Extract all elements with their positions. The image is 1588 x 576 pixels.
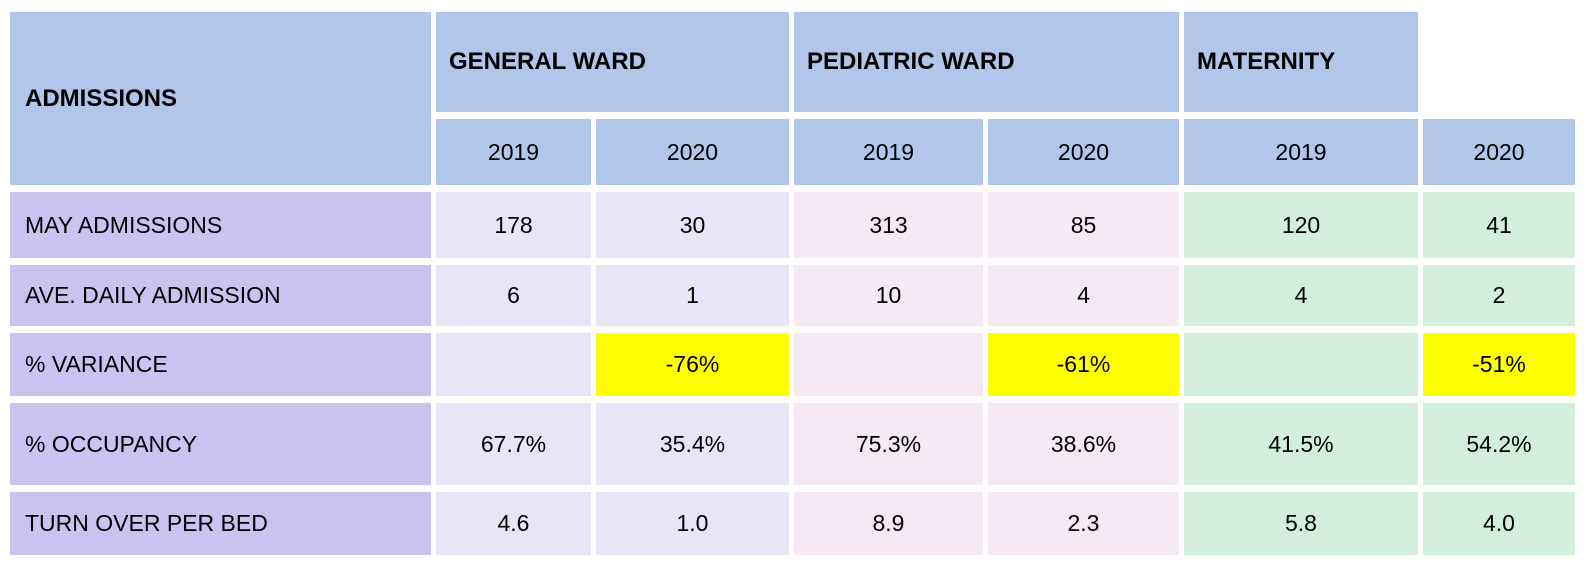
data-cell: 313 [794,192,983,258]
empty-header-cell [1423,12,1575,112]
table-row-ave-daily-admission: AVE. DAILY ADMISSION 6 1 10 4 4 2 [10,265,1575,326]
col-group-maternity: MATERNITY [1184,12,1418,112]
data-cell: 6 [436,265,591,326]
data-cell: 178 [436,192,591,258]
data-cell: 67.7% [436,403,591,485]
data-cell [794,333,983,396]
data-cell: 4.0 [1423,492,1575,555]
year-header-ped-2020: 2020 [988,119,1179,185]
year-header-mat-2019: 2019 [1184,119,1418,185]
data-cell: 2 [1423,265,1575,326]
row-label: AVE. DAILY ADMISSION [10,265,431,326]
data-cell: 10 [794,265,983,326]
year-header-ped-2019: 2019 [794,119,983,185]
year-header-2020: 2020 [1423,119,1575,185]
data-cell: 85 [988,192,1179,258]
row-label: % OCCUPANCY [10,403,431,485]
row-label: % VARIANCE [10,333,431,396]
data-cell: 54.2% [1423,403,1575,485]
data-cell: 4.6 [436,492,591,555]
data-cell: 1 [596,265,789,326]
data-cell: 2.3 [988,492,1179,555]
data-cell: 41 [1423,192,1575,258]
table-row-may-admissions: MAY ADMISSIONS 178 30 313 85 120 41 [10,192,1575,258]
table-row-variance: % VARIANCE -76% -61% -51% [10,333,1575,396]
data-cell: 1.0 [596,492,789,555]
table-row-occupancy: % OCCUPANCY 67.7% 35.4% 75.3% 38.6% 41.5… [10,403,1575,485]
row-label: MAY ADMISSIONS [10,192,431,258]
data-cell: 8.9 [794,492,983,555]
data-cell: 75.3% [794,403,983,485]
data-cell [436,333,591,396]
table-row-turn-over-per-bed: TURN OVER PER BED 4.6 1.0 8.9 2.3 5.8 4.… [10,492,1575,555]
year-header-gw-2019: 2019 [436,119,591,185]
data-cell: 120 [1184,192,1418,258]
header-row-groups: ADMISSIONS GENERAL WARD PEDIATRIC WARD M… [10,12,1575,185]
data-cell: 35.4% [596,403,789,485]
data-cell: 38.6% [988,403,1179,485]
data-cell-highlighted: -76% [596,333,789,396]
data-cell: 4 [1184,265,1418,326]
table-title-admissions: ADMISSIONS [10,12,431,185]
col-group-pediatric-ward: PEDIATRIC WARD [794,12,1179,112]
data-cell: 41.5% [1184,403,1418,485]
data-cell [1184,333,1418,396]
header-row-years: 2019 2020 2019 2020 2019 2020 [10,119,1575,185]
year-header-gw-2020: 2020 [596,119,789,185]
admissions-table: ADMISSIONS GENERAL WARD PEDIATRIC WARD M… [5,5,1580,562]
data-cell: 30 [596,192,789,258]
data-cell-highlighted: -61% [988,333,1179,396]
data-cell: 4 [988,265,1179,326]
row-label: TURN OVER PER BED [10,492,431,555]
data-cell: 5.8 [1184,492,1418,555]
col-group-general-ward: GENERAL WARD [436,12,789,112]
data-cell-highlighted: -51% [1423,333,1575,396]
